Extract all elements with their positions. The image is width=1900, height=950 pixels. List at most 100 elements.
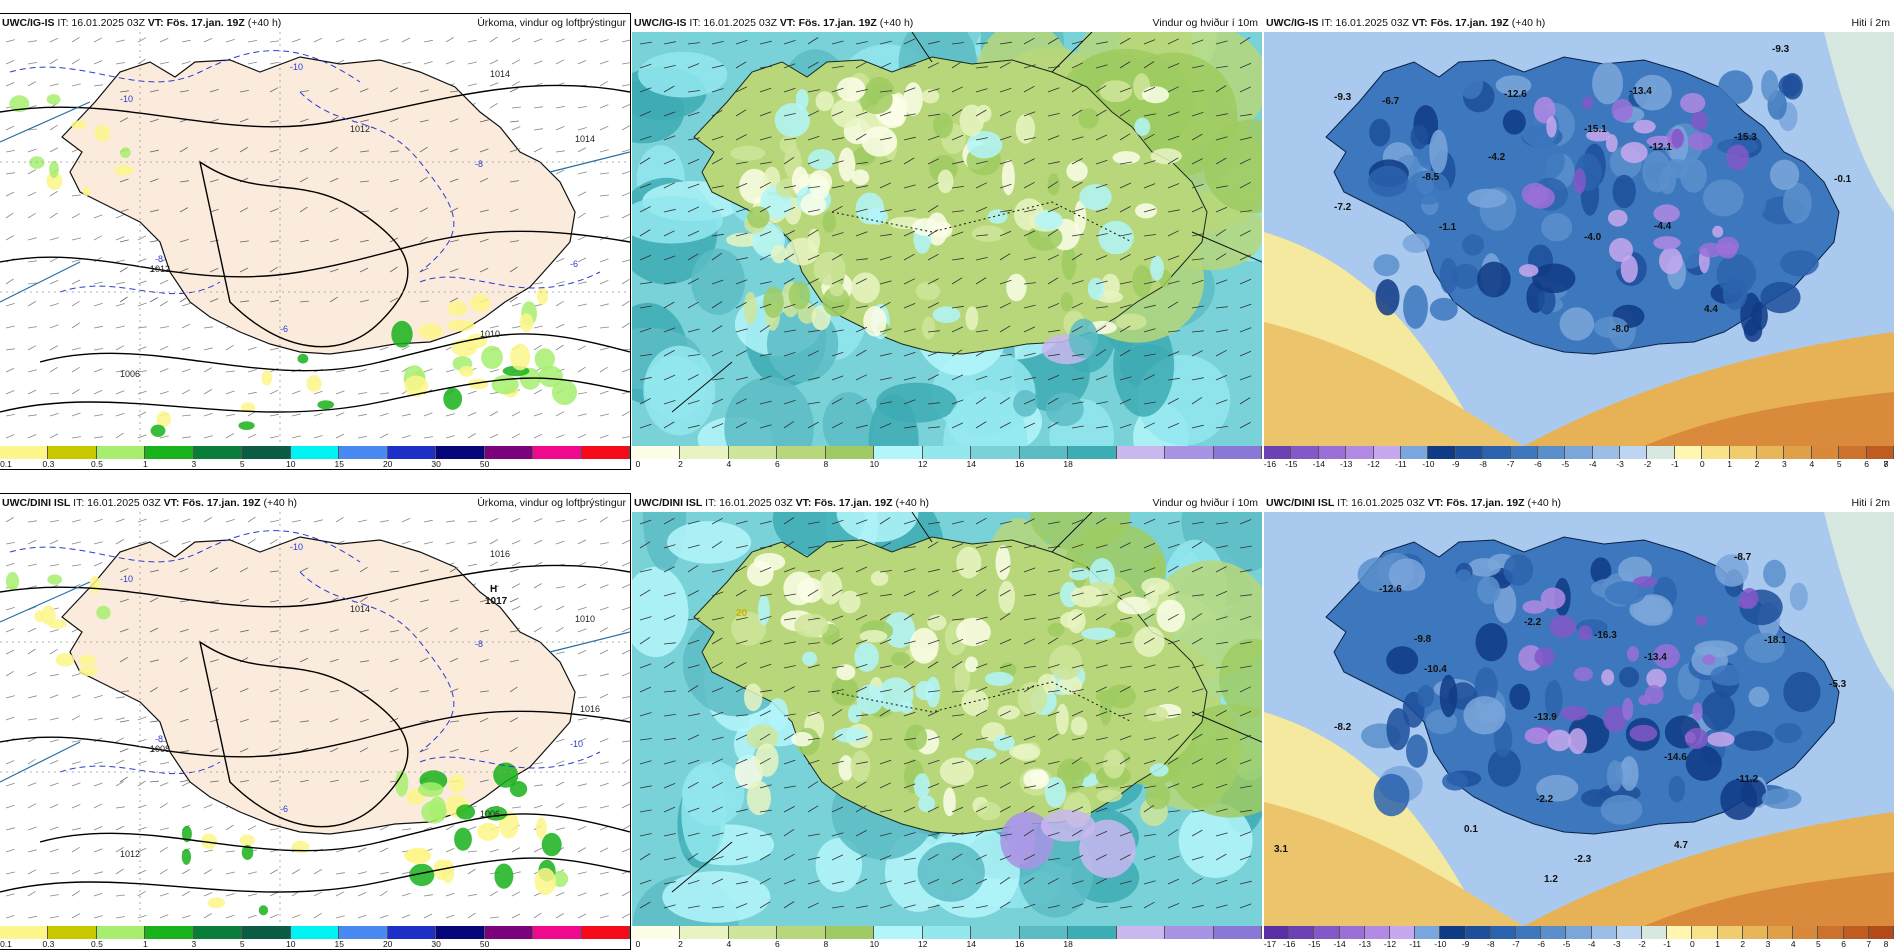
field-patch	[918, 795, 936, 813]
wind-arrow	[735, 783, 748, 789]
wind-arrow	[807, 254, 820, 261]
wind-arrow	[855, 208, 868, 213]
wind-arrow	[663, 255, 676, 261]
field-patch	[1546, 116, 1557, 138]
wind-barb	[137, 518, 147, 523]
wind-barb	[299, 206, 308, 213]
field-patch	[241, 845, 254, 860]
wind-arrow	[975, 234, 988, 237]
colorbar-swatch	[1729, 446, 1758, 459]
wind-barb	[179, 779, 189, 783]
wind-barb	[269, 178, 279, 183]
wind-arrow	[687, 520, 700, 525]
wind-arrow	[831, 351, 844, 357]
wind-barb	[181, 869, 191, 875]
colorbar-swatch	[1717, 926, 1743, 939]
wind-barb	[5, 782, 15, 787]
field-patch	[79, 666, 98, 677]
wind-arrow	[1071, 737, 1084, 741]
wind-arrow	[687, 230, 700, 237]
wind-arrow	[855, 185, 868, 189]
field-patch	[1646, 668, 1667, 689]
wind-arrow	[999, 353, 1012, 357]
wind-arrow	[783, 420, 795, 429]
wind-arrow	[759, 111, 772, 117]
wind-arrow	[927, 62, 939, 69]
wind-barb	[329, 87, 339, 93]
colorbar-swatch	[1591, 926, 1617, 939]
wind-barb	[137, 58, 146, 65]
colorbar-swatch	[242, 926, 291, 939]
wind-arrow	[855, 41, 868, 45]
wind-arrow	[1119, 206, 1131, 213]
field-patch	[1718, 242, 1738, 259]
colorbar-swatch	[193, 926, 243, 939]
wind-barb	[555, 106, 565, 109]
wind-barb	[555, 281, 565, 285]
wind-arrow	[1143, 637, 1155, 645]
wind-barb	[247, 825, 257, 831]
wind-barb	[329, 296, 338, 303]
wind-arrow	[1239, 62, 1252, 69]
wind-barb	[149, 149, 159, 153]
colorbar-swatch	[1373, 446, 1401, 459]
wind-arrow	[1071, 377, 1084, 381]
wind-barb	[621, 562, 630, 567]
colorbar-swatch	[971, 926, 1020, 939]
field-patch	[1105, 684, 1136, 709]
wind-barb	[159, 914, 169, 919]
wind-barb	[577, 783, 587, 787]
wind-arrow	[1191, 541, 1203, 549]
wind-arrow	[1095, 41, 1108, 45]
wind-barb	[423, 894, 433, 897]
wind-arrow	[1239, 519, 1252, 525]
wind-barb	[621, 322, 630, 329]
wind-barb	[49, 564, 59, 567]
field-patch	[1744, 632, 1785, 663]
wind-arrow	[807, 37, 819, 45]
wind-arrow	[927, 330, 940, 333]
field-patch	[890, 652, 911, 666]
wind-arrow	[711, 301, 723, 309]
wind-barb	[489, 890, 498, 897]
wind-arrow	[1167, 713, 1180, 717]
field-patch	[1439, 674, 1458, 718]
field-patch	[921, 89, 940, 104]
wind-arrow	[1047, 421, 1059, 429]
wind-barb	[335, 915, 345, 919]
wind-arrow	[831, 905, 844, 909]
wind-arrow	[1071, 710, 1084, 717]
field-patch	[181, 825, 192, 843]
wind-barb	[357, 871, 367, 875]
wind-arrow	[1143, 328, 1156, 333]
wind-barb	[449, 148, 459, 153]
field-patch	[456, 804, 476, 820]
wind-barb	[533, 412, 543, 417]
wind-barb	[209, 629, 219, 633]
wind-barb	[489, 916, 499, 919]
wind-barb	[27, 40, 37, 43]
wind-arrow	[1143, 590, 1155, 597]
wind-barb	[27, 890, 36, 897]
wind-barb	[179, 268, 189, 273]
wind-arrow	[639, 541, 651, 549]
field-patch	[850, 750, 871, 782]
wind-barb	[115, 345, 125, 351]
field-patch	[913, 773, 930, 799]
wind-arrow	[1095, 785, 1108, 789]
wind-arrow	[1095, 325, 1107, 333]
wind-barb	[71, 300, 80, 307]
wind-arrow	[783, 206, 796, 213]
field-patch	[943, 389, 1028, 446]
panel-header: UWC/IG-IS IT: 16.01.2025 03Z VT: Fös. 17…	[1266, 14, 1892, 32]
field-patch	[1633, 74, 1672, 111]
wind-barb	[299, 239, 309, 243]
wind-barb	[49, 539, 59, 545]
wind-arrow	[831, 111, 844, 117]
wind-barb	[115, 303, 125, 307]
wind-barb	[357, 392, 367, 395]
field-patch	[258, 905, 269, 916]
colorbar-swatch	[971, 446, 1020, 459]
wind-arrow	[1215, 426, 1228, 429]
isobar-label: 1014	[490, 69, 510, 79]
